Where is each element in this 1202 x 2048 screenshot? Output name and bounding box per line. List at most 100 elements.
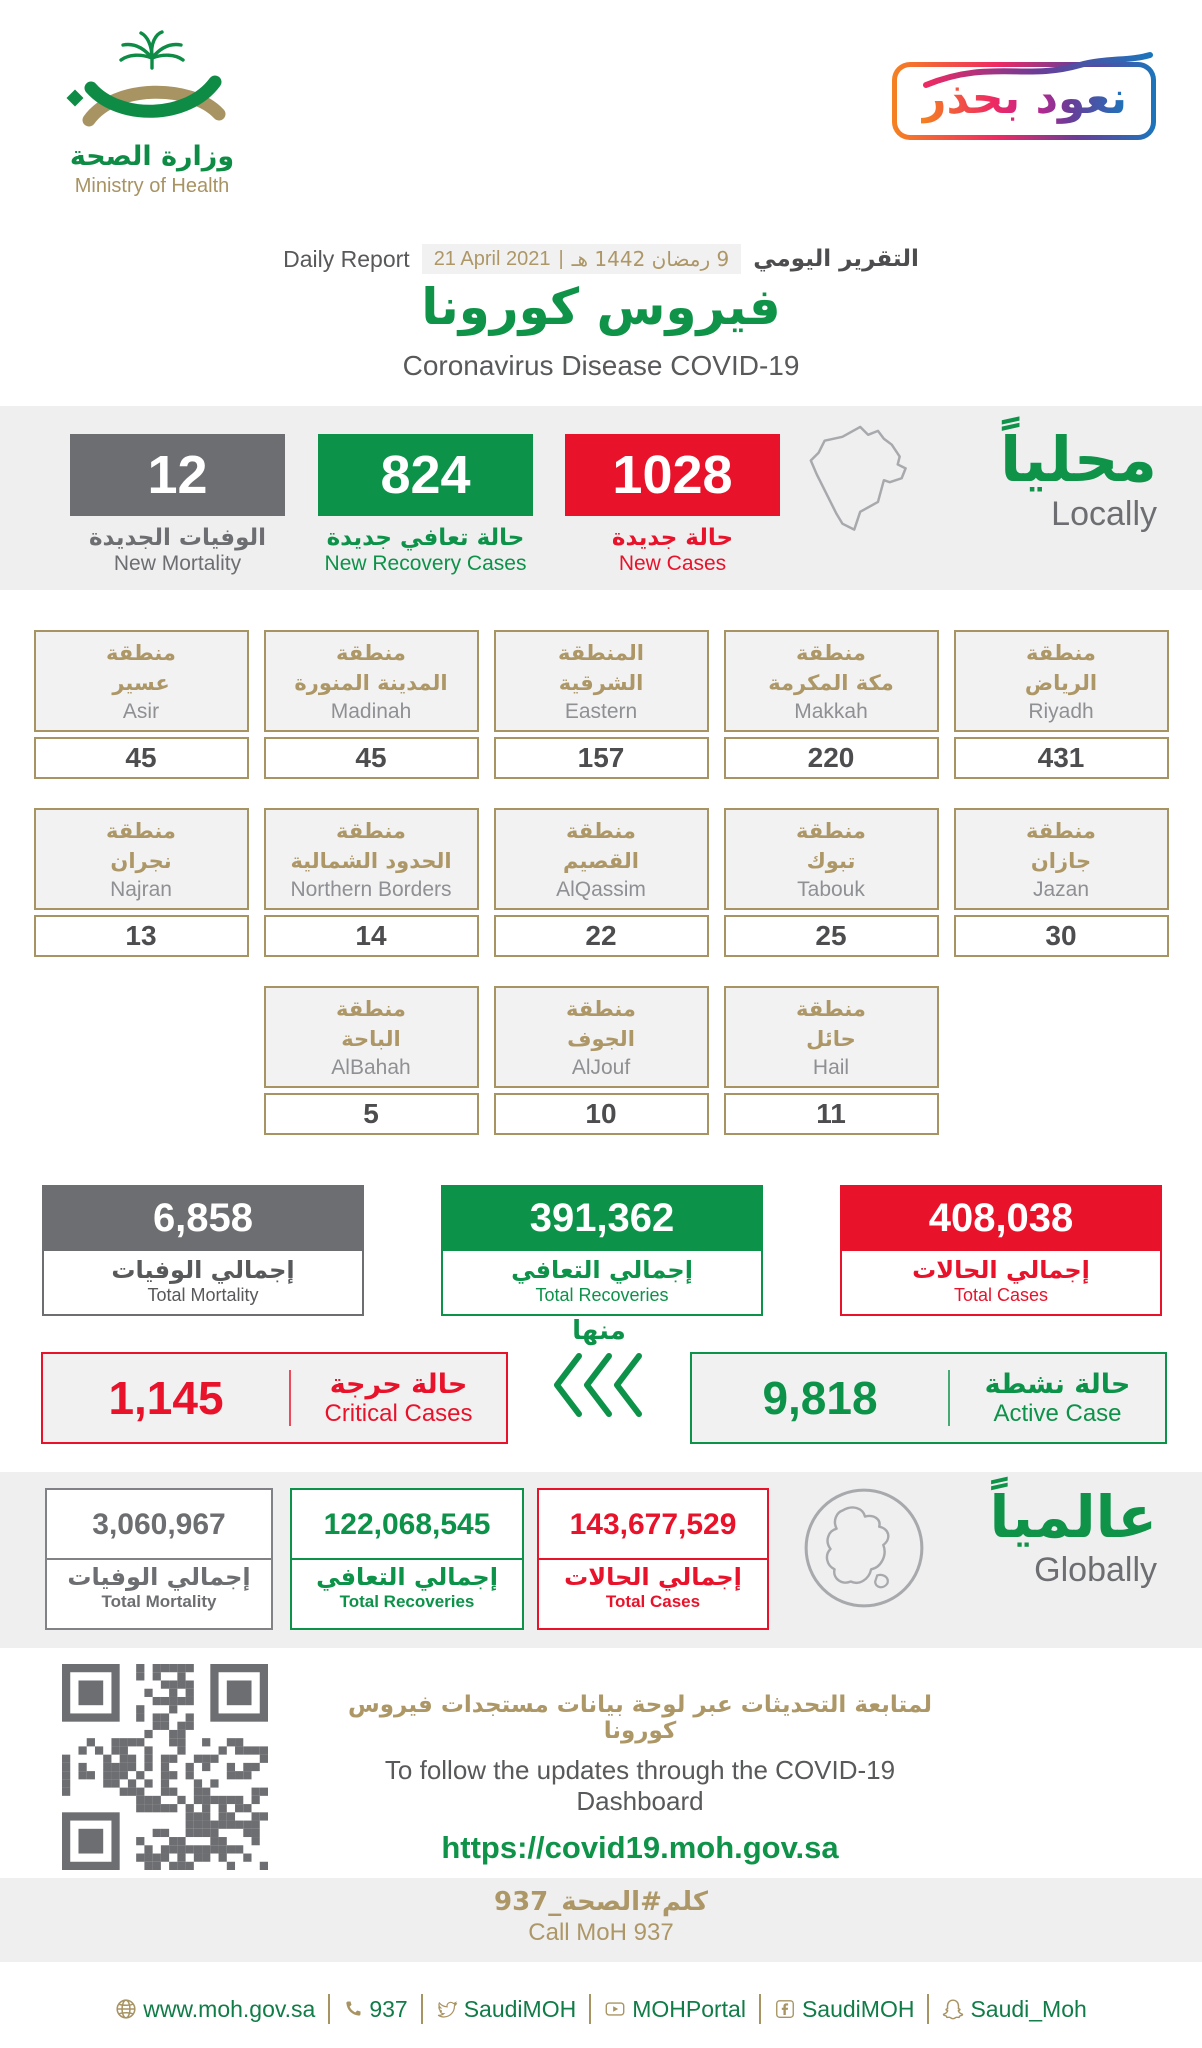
region-card-eastern: المنطقة الشرقية Eastern 157 — [493, 630, 709, 779]
total-recoveries-label-ar: إجمالي التعافي — [511, 1256, 693, 1284]
footer-snapchat-link[interactable]: Saudi_Moh — [942, 1996, 1087, 2023]
footer-website-link[interactable]: www.moh.gov.sa — [115, 1996, 315, 2023]
daily-report-label-en: Daily Report — [283, 245, 410, 272]
active-cases-label-ar: حالة نشطة — [984, 1368, 1131, 1400]
globally-heading: عالمياً Globally — [989, 1484, 1157, 1590]
global-mortality-label-ar: إجمالي الوفيات — [67, 1563, 251, 1591]
badge-swoosh-icon — [923, 52, 1153, 88]
new-mortality-stat: 12 الوفيات الجديدة New Mortality — [70, 434, 285, 576]
logo-arabic-name: وزارة الصحة — [69, 141, 235, 172]
date-divider: | — [558, 247, 564, 270]
dashboard-url-link[interactable]: https://covid19.moh.gov.sa — [441, 1830, 839, 1865]
total-cases-label-ar: إجمالي الحالات — [912, 1256, 1090, 1284]
globally-section: 3,060,967 إجمالي الوفيات Total Mortality… — [0, 1472, 1202, 1648]
globe-icon — [804, 1488, 924, 1608]
region-card-alqassim: منطقة القصيم AlQassim 22 — [493, 808, 709, 957]
region-name-ar: منطقة — [336, 819, 406, 843]
region-cases-value: 431 — [953, 737, 1169, 779]
total-mortality-value: 6,858 — [42, 1185, 364, 1251]
new-recoveries-stat: 824 حالة تعافي جديدة New Recovery Cases — [318, 434, 533, 576]
return-with-caution-badge: نعود بحذر — [892, 52, 1156, 140]
region-name-ar: منطقة — [1026, 819, 1096, 843]
global-cases-label-ar: إجمالي الحالات — [564, 1563, 742, 1591]
region-name-en: Makkah — [794, 699, 868, 723]
regions-row-3: منطقة الباحة AlBahah 5 منطقة الجوف AlJou… — [0, 986, 1202, 1135]
footer-youtube-link[interactable]: MOHPortal — [604, 1996, 746, 2023]
critical-cases-label-en: Critical Cases — [324, 1399, 473, 1427]
phone-icon — [346, 2001, 361, 2016]
call-hashtag-ar: كلم#الصحة_937 — [494, 1887, 708, 1917]
global-mortality-card: 3,060,967 إجمالي الوفيات Total Mortality — [45, 1488, 273, 1630]
active-cases-value: 9,818 — [762, 1372, 878, 1424]
region-cases-value: 45 — [33, 737, 249, 779]
new-recoveries-label-en: New Recovery Cases — [324, 552, 527, 575]
regions-row-2: منطقة نجران Najran 13 منطقة الحدود الشما… — [0, 808, 1202, 957]
page-title-english: Coronavirus Disease COVID-19 — [402, 350, 800, 381]
report-date-chip: 21 April 2021 | 9 رمضان 1442 هـ — [421, 244, 742, 274]
report-date-gregorian: 21 April 2021 — [433, 247, 551, 270]
total-mortality-label-en: Total Mortality — [147, 1285, 259, 1305]
globally-heading-ar: عالمياً — [989, 1483, 1157, 1551]
global-recoveries-card: 122,068,545 إجمالي التعافي Total Recover… — [290, 1488, 524, 1630]
global-recoveries-label-ar: إجمالي التعافي — [316, 1563, 498, 1591]
footer-phone-link[interactable]: 937 — [343, 1996, 408, 2023]
region-name-en: AlBahah — [331, 1055, 411, 1079]
region-cases-value: 14 — [263, 915, 479, 957]
region-cases-value: 13 — [33, 915, 249, 957]
region-card-albahah: منطقة الباحة AlBahah 5 — [263, 986, 479, 1135]
region-name-en: Najran — [110, 877, 172, 901]
divider — [589, 1994, 592, 2024]
footer-contact-bar: www.moh.gov.sa 937 SaudiMOH MOHPortal — [0, 1994, 1202, 2024]
dashboard-line-en: To follow the updates through the COVID-… — [384, 1755, 896, 1816]
page-title-arabic: فيروس كورونا — [421, 278, 781, 336]
call-moh-label-en: Call MoH 937 — [528, 1919, 674, 1946]
region-name-ar: منطقة — [566, 819, 636, 843]
footer-facebook-link[interactable]: SaudiMOH — [774, 1996, 914, 2023]
region-name-ar: المنطقة — [557, 641, 645, 665]
region-card-makkah: منطقة مكة المكرمة Makkah 220 — [723, 630, 939, 779]
region-card-riyadh: منطقة الرياض Riyadh 431 — [953, 630, 1169, 779]
global-cases-label-en: Total Cases — [605, 1592, 701, 1611]
footer-twitter-link[interactable]: SaudiMOH — [436, 1996, 576, 2023]
new-cases-label-ar: حالة جديدة — [611, 525, 734, 551]
new-cases-value: 1028 — [565, 434, 780, 516]
region-name-en: AlJouf — [571, 1055, 631, 1079]
twitter-icon — [437, 2001, 458, 2018]
moh-palm-emblem-icon — [66, 30, 226, 127]
divider — [948, 1370, 950, 1426]
new-cases-stat: 1028 حالة جديدة New Cases — [565, 434, 780, 576]
region-card-aljouf: منطقة الجوف AlJouf 10 — [493, 986, 709, 1135]
region-name-ar: منطقة — [796, 997, 866, 1021]
regions-row-1: منطقة عسير Asir 45 منطقة المدينة المنورة… — [0, 630, 1202, 779]
region-cases-value: 10 — [493, 1093, 709, 1135]
ministry-of-health-logo: وزارة الصحة Ministry of Health — [52, 26, 252, 198]
region-name-en: Riyadh — [1028, 699, 1094, 723]
region-card-hail: منطقة حائل Hail 11 — [723, 986, 939, 1135]
new-mortality-label-en: New Mortality — [113, 552, 242, 575]
totals-section: 6,858 إجمالي الوفيات Total Mortality 391… — [42, 1185, 1162, 1316]
new-mortality-value: 12 — [70, 434, 285, 516]
region-card-jazan: منطقة جازان Jazan 30 — [953, 808, 1169, 957]
region-name-en: Northern Borders — [290, 877, 452, 901]
report-date-hijri: 9 رمضان 1442 هـ — [571, 247, 730, 271]
region-name-ar: منطقة — [796, 641, 866, 665]
total-cases-card: 408,038 إجمالي الحالات Total Cases — [840, 1185, 1162, 1316]
region-name-en: Madinah — [330, 699, 412, 723]
total-recoveries-value: 391,362 — [441, 1185, 763, 1251]
divider — [758, 1994, 761, 2024]
total-cases-label-en: Total Cases — [953, 1285, 1049, 1305]
critical-cases-value: 1,145 — [108, 1372, 224, 1424]
divider — [927, 1994, 930, 2024]
locally-heading: محلياً Locally — [1000, 424, 1157, 534]
dashboard-line-ar: لمتابعة التحديثات عبر لوحة بيانات مستجدا… — [348, 1692, 932, 1744]
badge-slogan: نعود بحذر — [921, 73, 1127, 124]
new-mortality-label-ar: الوفيات الجديدة — [88, 525, 267, 551]
region-cases-value: 5 — [263, 1093, 479, 1135]
total-mortality-label-ar: إجمالي الوفيات — [111, 1256, 295, 1284]
divider — [420, 1994, 423, 2024]
qr-code — [62, 1664, 268, 1870]
region-name-en: Tabouk — [797, 877, 865, 901]
snapchat-icon — [943, 1999, 964, 2020]
dashboard-info: لمتابعة التحديثات عبر لوحة بيانات مستجدا… — [330, 1692, 950, 1866]
